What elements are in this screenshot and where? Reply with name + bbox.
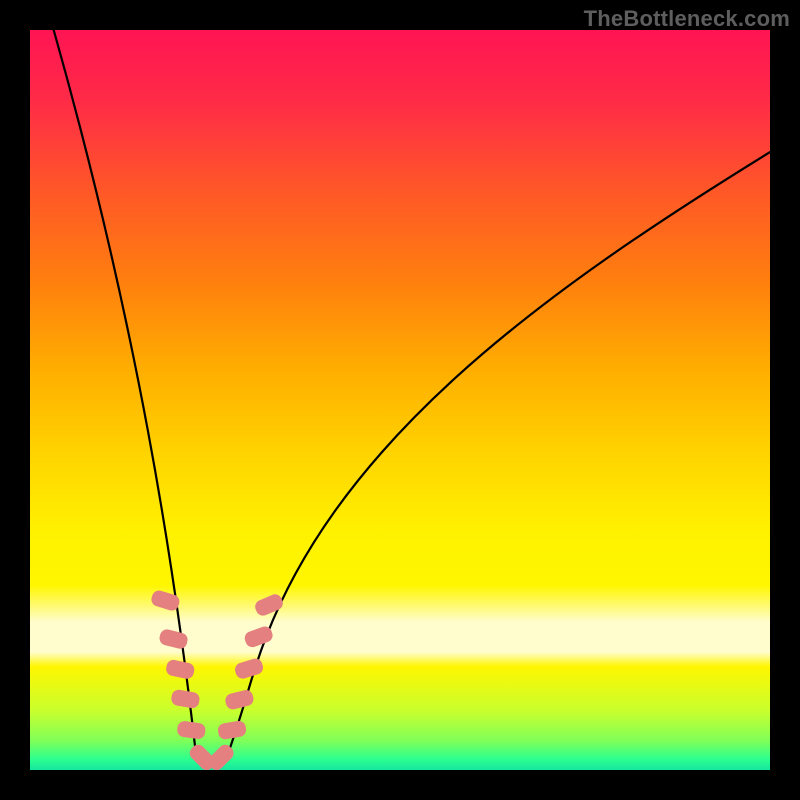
watermark-text: TheBottleneck.com	[584, 6, 790, 32]
chart-svg	[30, 30, 770, 770]
chart-frame: TheBottleneck.com	[0, 0, 800, 800]
plot-area	[30, 30, 770, 770]
